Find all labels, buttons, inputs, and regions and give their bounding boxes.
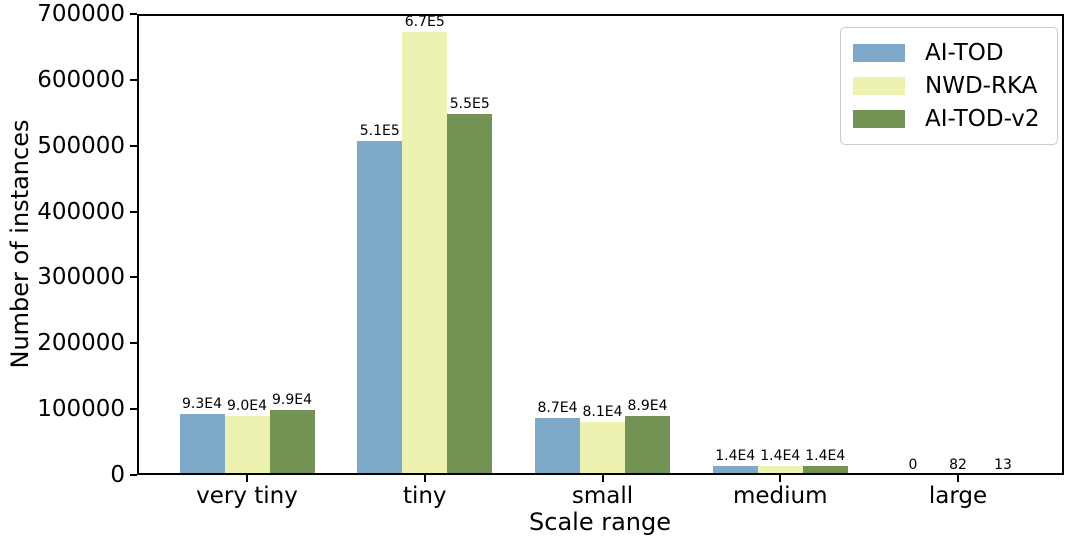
legend-row-AI-TOD-v2: AI-TOD-v2 [853, 106, 1045, 132]
bar-value-label: 8.9E4 [627, 398, 668, 414]
y-tick-mark [130, 144, 137, 147]
bar-AI-TOD-v2-very tiny [269, 410, 315, 475]
bar-value-label: 9.0E4 [226, 398, 268, 414]
x-tick-mark [246, 475, 248, 482]
y-tick-mark [130, 78, 137, 81]
bar-AI-TOD-tiny [357, 141, 403, 475]
y-tick-label: 200000 [37, 330, 125, 357]
bar-value-label: 1.4E4 [760, 448, 801, 464]
bar-value-label: 8.7E4 [537, 400, 578, 416]
bar-value-label: 9.9E4 [271, 392, 313, 408]
x-tick-mark [957, 475, 959, 482]
x-tick-label: very tiny [196, 483, 298, 509]
x-tick-label: medium [732, 483, 828, 509]
bar-AI-TOD-v2-tiny [447, 114, 493, 475]
y-tick-label: 300000 [37, 264, 125, 291]
bar-value-label: 8.1E4 [582, 404, 623, 420]
bar-value-label: 6.7E5 [404, 14, 445, 30]
y-tick-mark [130, 474, 137, 476]
bar-value-label: 1.4E4 [805, 448, 846, 464]
y-axis-label: Number of instances [6, 119, 34, 369]
bar-AI-TOD-small [535, 418, 580, 475]
x-tick-label: small [571, 483, 634, 509]
bar-NWD-RKA-tiny [402, 32, 448, 475]
legend-row-NWD-RKA: NWD-RKA [853, 73, 1045, 99]
bar-NWD-RKA-very tiny [224, 416, 270, 475]
bar-AI-TOD-medium [712, 466, 758, 475]
bar-AI-TOD-v2-small [625, 416, 670, 475]
y-tick-label: 400000 [37, 198, 125, 225]
y-tick-mark [130, 13, 137, 15]
legend-row-AI-TOD: AI-TOD [853, 40, 1045, 66]
bar-value-label: 13 [994, 457, 1012, 473]
bar-value-label: 0 [908, 457, 918, 473]
y-tick-mark [130, 408, 137, 411]
bar-AI-TOD-v2-medium [802, 466, 848, 475]
x-tick-mark [601, 475, 604, 482]
x-axis-label: Scale range [529, 508, 671, 536]
x-tick-label: tiny [402, 483, 447, 509]
legend-swatch-icon [853, 43, 905, 62]
y-tick-label: 600000 [37, 66, 125, 93]
y-tick-mark [130, 210, 137, 213]
bar-value-label: 5.1E5 [359, 123, 400, 139]
bar-value-label: 9.3E4 [181, 396, 223, 412]
bar-value-label: 1.4E4 [715, 448, 756, 464]
y-tick-label: 100000 [37, 396, 125, 423]
bar-value-label: 5.5E5 [449, 96, 490, 112]
bar-NWD-RKA-small [580, 422, 625, 475]
y-tick-mark [130, 276, 137, 279]
legend-label: AI-TOD [925, 39, 1004, 66]
x-tick-label: large [928, 483, 988, 509]
y-tick-mark [130, 342, 137, 345]
x-tick-mark [423, 475, 426, 482]
y-tick-label: 500000 [37, 132, 125, 159]
bar-value-label: 82 [949, 457, 967, 473]
legend-swatch-icon [853, 110, 905, 129]
legend-swatch-icon [853, 76, 905, 95]
y-tick-label: 0 [110, 462, 125, 488]
legend-label: NWD-RKA [925, 72, 1038, 99]
y-tick-label: 700000 [37, 1, 125, 27]
x-tick-mark [779, 475, 782, 482]
bar-NWD-RKA-medium [757, 466, 803, 475]
legend: AI-TOD NWD-RKA AI-TOD-v2 [840, 27, 1058, 145]
legend-label: AI-TOD-v2 [925, 106, 1040, 133]
bar-AI-TOD-very tiny [179, 414, 225, 475]
